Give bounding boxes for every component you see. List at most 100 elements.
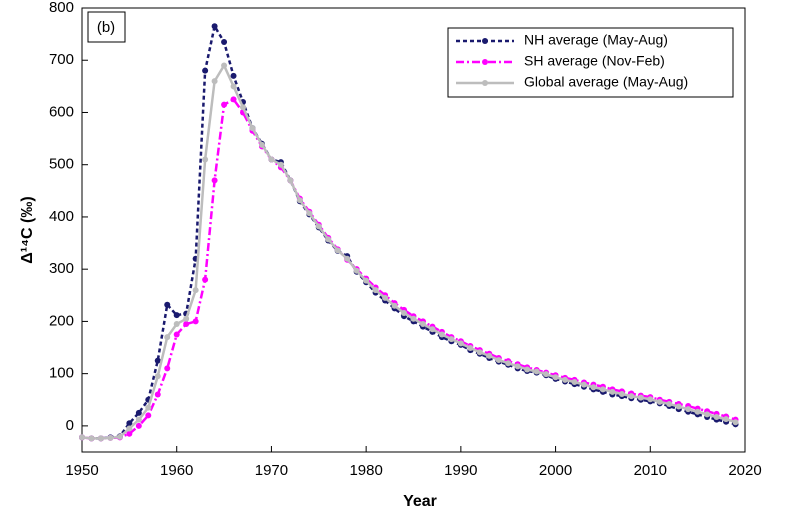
data-point [382, 294, 389, 301]
data-point [173, 331, 180, 338]
data-point [524, 366, 531, 373]
data-point [723, 416, 730, 423]
data-point [599, 386, 606, 393]
data-point [287, 177, 294, 184]
data-point [438, 331, 445, 338]
data-point [552, 374, 559, 381]
data-point [571, 379, 578, 386]
data-point [306, 210, 313, 217]
plot-frame [81, 7, 746, 453]
y-tick-label: 300 [49, 260, 74, 277]
data-point [590, 384, 597, 391]
data-point [637, 394, 644, 401]
data-point [685, 406, 692, 413]
data-point [240, 104, 247, 111]
legend-marker [482, 59, 488, 65]
data-point [713, 414, 720, 421]
data-point [221, 101, 228, 108]
data-point [401, 310, 408, 317]
x-tick-label: 1950 [65, 462, 98, 479]
data-point [448, 336, 455, 343]
series-line [81, 97, 736, 440]
data-point [202, 156, 209, 163]
data-point [135, 422, 142, 429]
x-tick-label: 1960 [160, 462, 193, 479]
data-point [429, 326, 436, 333]
data-point [211, 78, 218, 85]
x-tick-label: 1970 [255, 462, 288, 479]
data-point [107, 434, 114, 441]
data-point [202, 67, 209, 74]
y-tick-label: 100 [49, 365, 74, 382]
data-point [694, 408, 701, 415]
data-point [486, 352, 493, 359]
legend-label: NH average (May-Aug) [524, 32, 668, 48]
legend-label: Global average (May-Aug) [524, 74, 688, 90]
data-point [277, 161, 284, 168]
legend-marker [482, 80, 488, 86]
y-tick-label: 500 [49, 156, 74, 173]
data-point [505, 360, 512, 367]
data-point [164, 365, 171, 372]
series-line [81, 62, 736, 440]
legend-label: SH average (Nov-Feb) [524, 53, 665, 69]
data-point [325, 236, 332, 243]
data-point [334, 247, 341, 254]
data-point [173, 312, 180, 319]
x-axis-label: Year [403, 493, 437, 510]
y-tick-label: 400 [49, 208, 74, 225]
data-point [211, 177, 218, 184]
y-tick-label: 200 [49, 312, 74, 329]
data-point [154, 391, 161, 398]
data-point [656, 398, 663, 405]
data-point [467, 345, 474, 352]
data-point [230, 83, 237, 90]
data-point [675, 403, 682, 410]
data-point [192, 287, 199, 294]
data-point [533, 368, 540, 375]
data-point [154, 373, 161, 380]
data-point [116, 433, 123, 440]
annotation: (b) [97, 19, 115, 36]
data-point [457, 340, 464, 347]
data-point [363, 277, 370, 284]
data-point [135, 409, 142, 416]
data-point [202, 276, 209, 283]
data-point [543, 371, 550, 378]
legend-marker [482, 38, 488, 44]
data-point [126, 420, 133, 427]
data-point [666, 400, 673, 407]
data-point [192, 318, 199, 325]
data-point [476, 349, 483, 356]
data-point [97, 435, 104, 442]
data-point [183, 315, 190, 322]
data-point [230, 96, 237, 103]
data-point [268, 156, 275, 163]
data-point [391, 302, 398, 309]
data-point [164, 301, 171, 308]
y-tick-label: 0 [66, 417, 74, 434]
data-point [183, 321, 190, 328]
data-point [88, 435, 95, 442]
data-point [221, 38, 228, 45]
y-tick-label: 700 [49, 51, 74, 68]
x-tick-label: 2020 [728, 462, 761, 479]
data-point [258, 141, 265, 148]
y-tick-label: 800 [49, 0, 74, 16]
data-point [562, 376, 569, 383]
data-point [221, 62, 228, 69]
data-point [79, 434, 85, 441]
x-tick-label: 1980 [349, 462, 382, 479]
data-point [410, 315, 417, 322]
data-point [609, 388, 616, 395]
data-point [353, 267, 360, 274]
annotation-box [87, 11, 126, 43]
data-point [249, 125, 256, 132]
data-point [647, 396, 654, 403]
data-point [154, 357, 161, 364]
data-point [145, 412, 152, 419]
x-tick-label: 2010 [634, 462, 667, 479]
data-point [145, 404, 152, 411]
